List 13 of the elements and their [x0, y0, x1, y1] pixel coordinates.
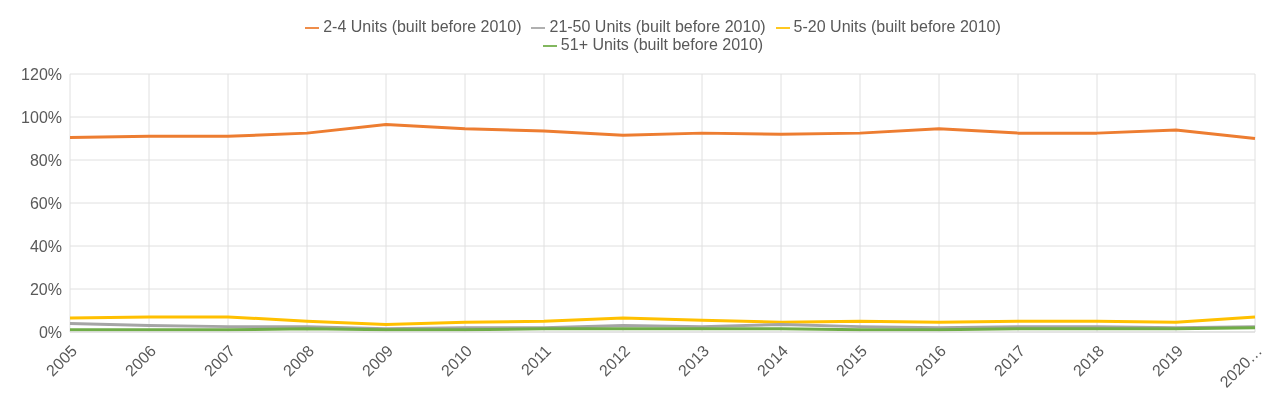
- line-series: [68, 123, 1257, 140]
- legend-label: 2-4 Units (built before 2010): [323, 18, 522, 35]
- line-series: [68, 315, 1257, 326]
- y-tick-label: 60%: [29, 194, 62, 212]
- y-tick-label: 120%: [21, 65, 62, 83]
- legend-label: 51+ Units (built before 2010): [560, 36, 764, 53]
- y-tick-label: 40%: [29, 237, 62, 255]
- y-tick-label: 100%: [21, 108, 62, 126]
- legend-label: 21-50 Units (built before 2010): [549, 18, 766, 35]
- legend-label: 5-20 Units (built before 2010): [793, 18, 1001, 35]
- y-tick-label: 20%: [29, 280, 62, 298]
- y-tick-label: 80%: [29, 151, 62, 169]
- y-tick-label: 0%: [38, 323, 62, 341]
